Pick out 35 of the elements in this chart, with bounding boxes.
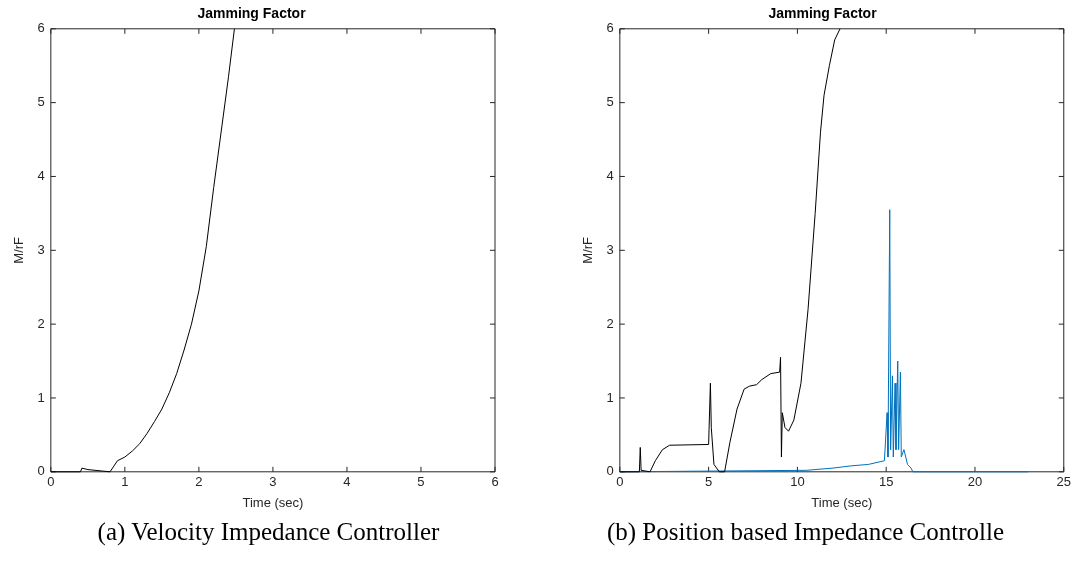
- y-tick-label: 4: [37, 168, 45, 184]
- x-axis-title: Time (sec): [811, 494, 873, 510]
- x-tick-label: 1: [121, 474, 129, 490]
- y-axis-title: M/rF: [11, 236, 27, 264]
- y-tick-label: 3: [37, 241, 45, 257]
- text: (b) Position based Impedance Controlle: [605, 518, 1006, 546]
- x-tick-label: 0: [47, 474, 55, 490]
- x-tick-label: 10: [790, 474, 805, 490]
- x-tick-label: 4: [343, 474, 351, 490]
- x-tick-label: 6: [491, 474, 499, 490]
- x-axis-title: Time (sec): [242, 494, 304, 510]
- x-tick-label: 3: [269, 474, 277, 490]
- y-axis-title: M/rF: [580, 236, 596, 264]
- y-tick-label: 0: [606, 463, 614, 479]
- x-tick-label: 2: [195, 474, 203, 490]
- y-tick-label: 4: [606, 168, 614, 184]
- x-tick-label: 15: [878, 474, 894, 490]
- text: (a) Velocity Impedance Controller: [96, 518, 441, 546]
- y-tick-label: 6: [606, 20, 614, 36]
- x-tick-label: 20: [967, 474, 983, 490]
- x-tick-label: 0: [616, 474, 624, 490]
- y-tick-label: 5: [37, 94, 45, 110]
- y-tick-label: 1: [37, 389, 45, 405]
- y-tick-label: 0: [37, 463, 45, 479]
- y-tick-label: 2: [606, 315, 614, 331]
- chart-title: Jamming Factor: [197, 5, 307, 22]
- y-tick-label: 5: [606, 94, 614, 110]
- y-tick-label: 2: [37, 315, 45, 331]
- x-tick-label: 5: [705, 474, 713, 490]
- x-tick-label: 25: [1056, 474, 1071, 490]
- chart-title: Jamming Factor: [768, 5, 878, 22]
- y-tick-label: 3: [606, 241, 614, 257]
- x-tick-label: 5: [417, 474, 425, 490]
- y-tick-label: 1: [606, 389, 614, 405]
- y-tick-label: 6: [37, 20, 45, 36]
